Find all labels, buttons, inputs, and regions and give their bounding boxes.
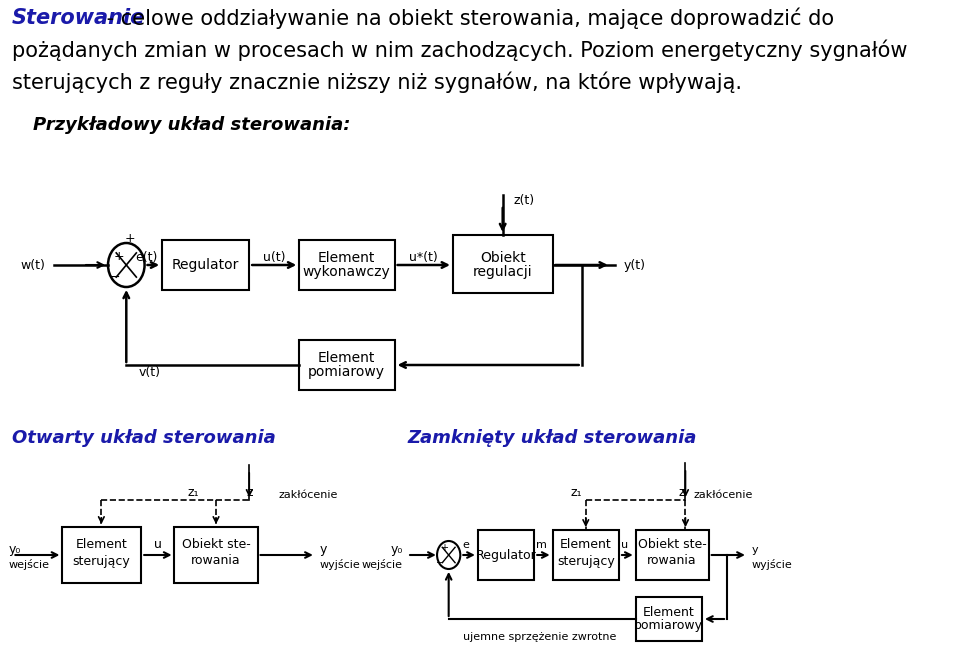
Bar — [636, 530, 708, 580]
Text: Element: Element — [560, 538, 612, 551]
Text: sterujących z reguły znacznie niższy niż sygnałów, na które wpływają.: sterujących z reguły znacznie niższy niż… — [12, 71, 742, 93]
Text: e: e — [462, 540, 468, 550]
Circle shape — [437, 541, 460, 569]
Text: −: − — [109, 271, 120, 283]
Text: Obiekt ste-: Obiekt ste- — [181, 538, 251, 551]
Text: z: z — [678, 485, 684, 498]
Text: Sterowanie: Sterowanie — [12, 8, 145, 28]
Text: u(t): u(t) — [263, 250, 285, 263]
Bar — [553, 530, 619, 580]
Bar — [453, 235, 553, 293]
Text: +: + — [113, 250, 124, 263]
Text: zakłócenie: zakłócenie — [694, 490, 754, 500]
Circle shape — [108, 243, 145, 287]
Text: - celowe oddziaływanie na obiekt sterowania, mające doprowadzić do: - celowe oddziaływanie na obiekt sterowa… — [100, 7, 834, 28]
Text: m: m — [536, 540, 547, 550]
Text: sterujący: sterujący — [73, 555, 131, 567]
Text: w(t): w(t) — [21, 258, 46, 271]
Text: Regulator: Regulator — [475, 549, 537, 561]
Text: Element: Element — [318, 351, 375, 365]
Text: wyjście: wyjście — [752, 559, 793, 569]
Text: Przykładowy układ sterowania:: Przykładowy układ sterowania: — [34, 116, 350, 134]
Bar — [175, 527, 257, 583]
Text: Obiekt: Obiekt — [480, 251, 525, 265]
Text: z₁: z₁ — [570, 485, 582, 498]
Bar — [62, 527, 141, 583]
Text: z₁: z₁ — [188, 485, 200, 498]
Bar — [478, 530, 535, 580]
Text: Otwarty układ sterowania: Otwarty układ sterowania — [12, 429, 276, 447]
Text: zakłócenie: zakłócenie — [278, 490, 338, 500]
Text: rowania: rowania — [191, 555, 241, 567]
Text: pomiarowy: pomiarowy — [635, 618, 704, 632]
Text: y: y — [320, 544, 327, 557]
Text: regulacji: regulacji — [473, 265, 533, 279]
Text: wejście: wejście — [362, 559, 403, 569]
Text: rowania: rowania — [647, 555, 697, 567]
Text: u*(t): u*(t) — [409, 250, 438, 263]
Text: y(t): y(t) — [623, 258, 645, 271]
Text: Element: Element — [318, 251, 375, 265]
Text: Element: Element — [76, 538, 128, 551]
Text: wykonawczy: wykonawczy — [302, 265, 391, 279]
Text: pomiarowy: pomiarowy — [308, 365, 385, 379]
Text: z(t): z(t) — [514, 193, 535, 207]
Text: pożądanych zmian w procesach w nim zachodzących. Poziom energetyczny sygnałów: pożądanych zmian w procesach w nim zacho… — [12, 39, 907, 61]
Text: Zamknięty układ sterowania: Zamknięty układ sterowania — [407, 429, 697, 447]
Text: y₀: y₀ — [391, 544, 403, 557]
Text: sterujący: sterujący — [557, 555, 614, 567]
Text: Obiekt ste-: Obiekt ste- — [637, 538, 707, 551]
Text: v(t): v(t) — [139, 365, 160, 379]
Bar — [300, 340, 395, 390]
Text: e(t): e(t) — [135, 250, 157, 263]
Text: y₀: y₀ — [9, 544, 20, 557]
Text: wejście: wejście — [9, 559, 49, 569]
Bar — [162, 240, 250, 290]
Text: Regulator: Regulator — [172, 258, 239, 272]
Text: ujemne sprzężenie zwrotne: ujemne sprzężenie zwrotne — [464, 632, 616, 642]
Text: u: u — [154, 538, 162, 551]
Text: +: + — [124, 232, 135, 244]
Text: +: + — [440, 543, 447, 553]
Text: wyjście: wyjście — [320, 559, 361, 569]
Bar — [300, 240, 395, 290]
Bar — [636, 597, 702, 641]
Text: −: − — [436, 558, 444, 568]
Text: z: z — [246, 485, 252, 498]
Text: y: y — [752, 545, 758, 555]
Text: u: u — [621, 540, 628, 550]
Text: Element: Element — [643, 606, 695, 618]
